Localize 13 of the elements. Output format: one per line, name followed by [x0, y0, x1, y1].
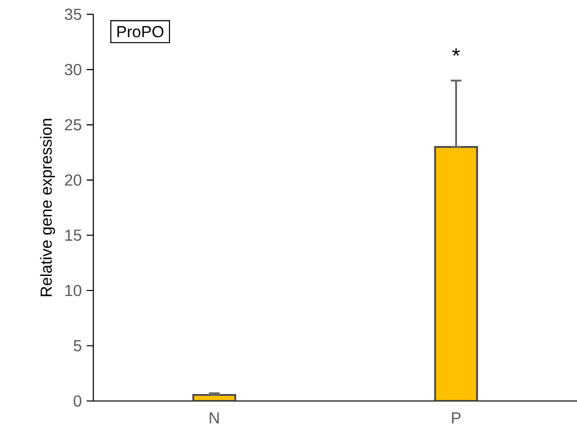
y-tick-label: 20	[64, 174, 82, 186]
x-tick-label: N	[210, 412, 219, 424]
annotation: *	[452, 48, 460, 56]
y-tick-label: 10	[65, 284, 82, 296]
y-tick-label: 25	[64, 119, 82, 130]
annotation: ProPO	[117, 26, 164, 38]
y-tick-label: 5	[74, 340, 82, 352]
y-tick-label: 0	[74, 395, 82, 407]
y-axis-title: Relative gene expression	[40, 118, 56, 296]
y-tick-label: 15	[65, 230, 82, 241]
y-tick-label: 30	[64, 64, 82, 76]
y-tick-label: 35	[64, 8, 82, 20]
x-tick-label: P	[452, 412, 461, 424]
